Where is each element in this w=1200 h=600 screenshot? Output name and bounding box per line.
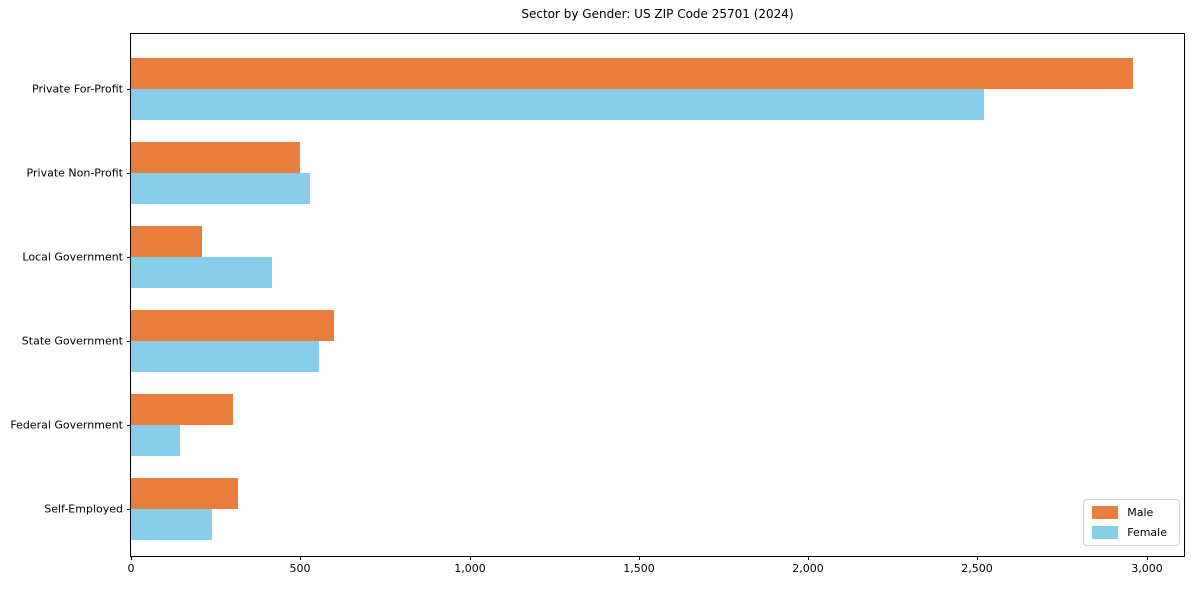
x-tick [1147, 556, 1148, 560]
x-tick [131, 556, 132, 560]
x-tick-label-500: 500 [289, 562, 311, 575]
y-tick [127, 425, 131, 426]
bar-male-federal-government [131, 394, 233, 425]
x-tick-label-2-000: 2,000 [792, 562, 824, 575]
bar-female-private-non-profit [131, 173, 310, 204]
x-tick [808, 556, 809, 560]
plot-area: Male Female Private For-Profit Private No… [10, 33, 1185, 575]
y-tick-label-self-employed: Self-Employed [44, 502, 123, 516]
bar-female-state-government [131, 341, 319, 372]
legend-item-female: Female [1092, 526, 1167, 539]
legend-swatch-male [1092, 506, 1119, 519]
x-tick-label-0: 0 [127, 562, 135, 575]
y-tick-label-private-non-profit: Private Non-Profit [26, 166, 123, 180]
legend-label-female: Female [1127, 526, 1167, 539]
bar-male-private-non-profit [131, 142, 300, 173]
y-tick [127, 509, 131, 510]
y-tick [127, 173, 131, 174]
bar-female-self-employed [131, 509, 212, 540]
legend-swatch-female [1092, 526, 1119, 539]
bar-male-self-employed [131, 478, 238, 509]
legend-item-male: Male [1092, 506, 1167, 519]
x-tick [300, 556, 301, 560]
bar-female-private-for-profit [131, 89, 984, 120]
y-tick-label-local-government: Local Government [22, 250, 123, 264]
chart-title: Sector by Gender: US ZIP Code 25701 (202… [521, 7, 794, 21]
y-tick-label-federal-government: Federal Government [10, 418, 123, 432]
x-tick-label-2-500: 2,500 [961, 562, 993, 575]
y-tick [127, 89, 131, 90]
y-tick [127, 257, 131, 258]
legend-label-male: Male [1127, 506, 1154, 519]
x-tick-label-1-500: 1,500 [623, 562, 655, 575]
y-tick [127, 341, 131, 342]
x-tick [470, 556, 471, 560]
x-tick-label-1-000: 1,000 [454, 562, 486, 575]
x-tick [639, 556, 640, 560]
bar-female-federal-government [131, 425, 180, 456]
bar-female-local-government [131, 257, 272, 288]
y-tick-label-state-government: State Government [21, 334, 123, 348]
x-tick [977, 556, 978, 560]
bar-male-state-government [131, 310, 334, 341]
y-tick-label-private-for-profit: Private For-Profit [32, 82, 123, 96]
bar-male-private-for-profit [131, 58, 1133, 89]
legend: Male Female [1083, 499, 1180, 546]
x-tick-label-3-000: 3,000 [1131, 562, 1163, 575]
bar-male-local-government [131, 226, 202, 257]
